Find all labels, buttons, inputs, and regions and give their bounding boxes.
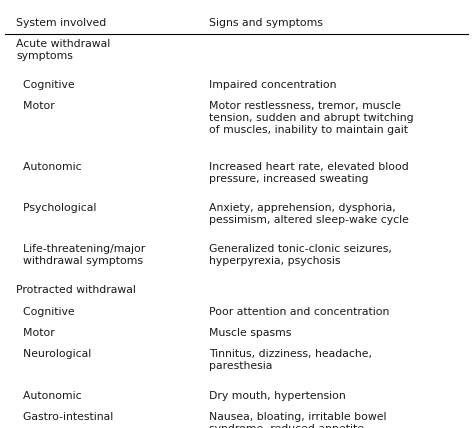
Text: Motor restlessness, tremor, muscle
tension, sudden and abrupt twitching
of muscl: Motor restlessness, tremor, muscle tensi… [209,101,414,135]
Text: Cognitive: Cognitive [16,307,75,317]
Text: Impaired concentration: Impaired concentration [209,80,337,90]
Text: Nausea, bloating, irritable bowel
syndrome, reduced appetite: Nausea, bloating, irritable bowel syndro… [209,412,387,428]
Text: Poor attention and concentration: Poor attention and concentration [209,307,390,317]
Text: Cognitive: Cognitive [16,80,75,90]
Text: Protracted withdrawal: Protracted withdrawal [16,285,136,295]
Text: Neurological: Neurological [16,350,91,360]
Text: Acute withdrawal
symptoms: Acute withdrawal symptoms [16,39,110,61]
Text: Tinnitus, dizziness, headache,
paresthesia: Tinnitus, dizziness, headache, paresthes… [209,350,372,372]
Text: Psychological: Psychological [16,203,97,213]
Text: Autonomic: Autonomic [16,391,82,401]
Text: System involved: System involved [16,18,107,28]
Text: Motor: Motor [16,328,55,338]
Text: Generalized tonic-clonic seizures,
hyperpyrexia, psychosis: Generalized tonic-clonic seizures, hyper… [209,244,392,266]
Text: Signs and symptoms: Signs and symptoms [209,18,323,28]
Text: Increased heart rate, elevated blood
pressure, increased sweating: Increased heart rate, elevated blood pre… [209,162,409,184]
Text: Gastro-intestinal: Gastro-intestinal [16,412,114,422]
Text: Motor: Motor [16,101,55,111]
Text: Life-threatening/major
  withdrawal symptoms: Life-threatening/major withdrawal sympto… [16,244,146,266]
Text: Dry mouth, hypertension: Dry mouth, hypertension [209,391,346,401]
Text: Muscle spasms: Muscle spasms [209,328,292,338]
Text: Autonomic: Autonomic [16,162,82,172]
Text: Anxiety, apprehension, dysphoria,
pessimism, altered sleep-wake cycle: Anxiety, apprehension, dysphoria, pessim… [209,203,409,225]
